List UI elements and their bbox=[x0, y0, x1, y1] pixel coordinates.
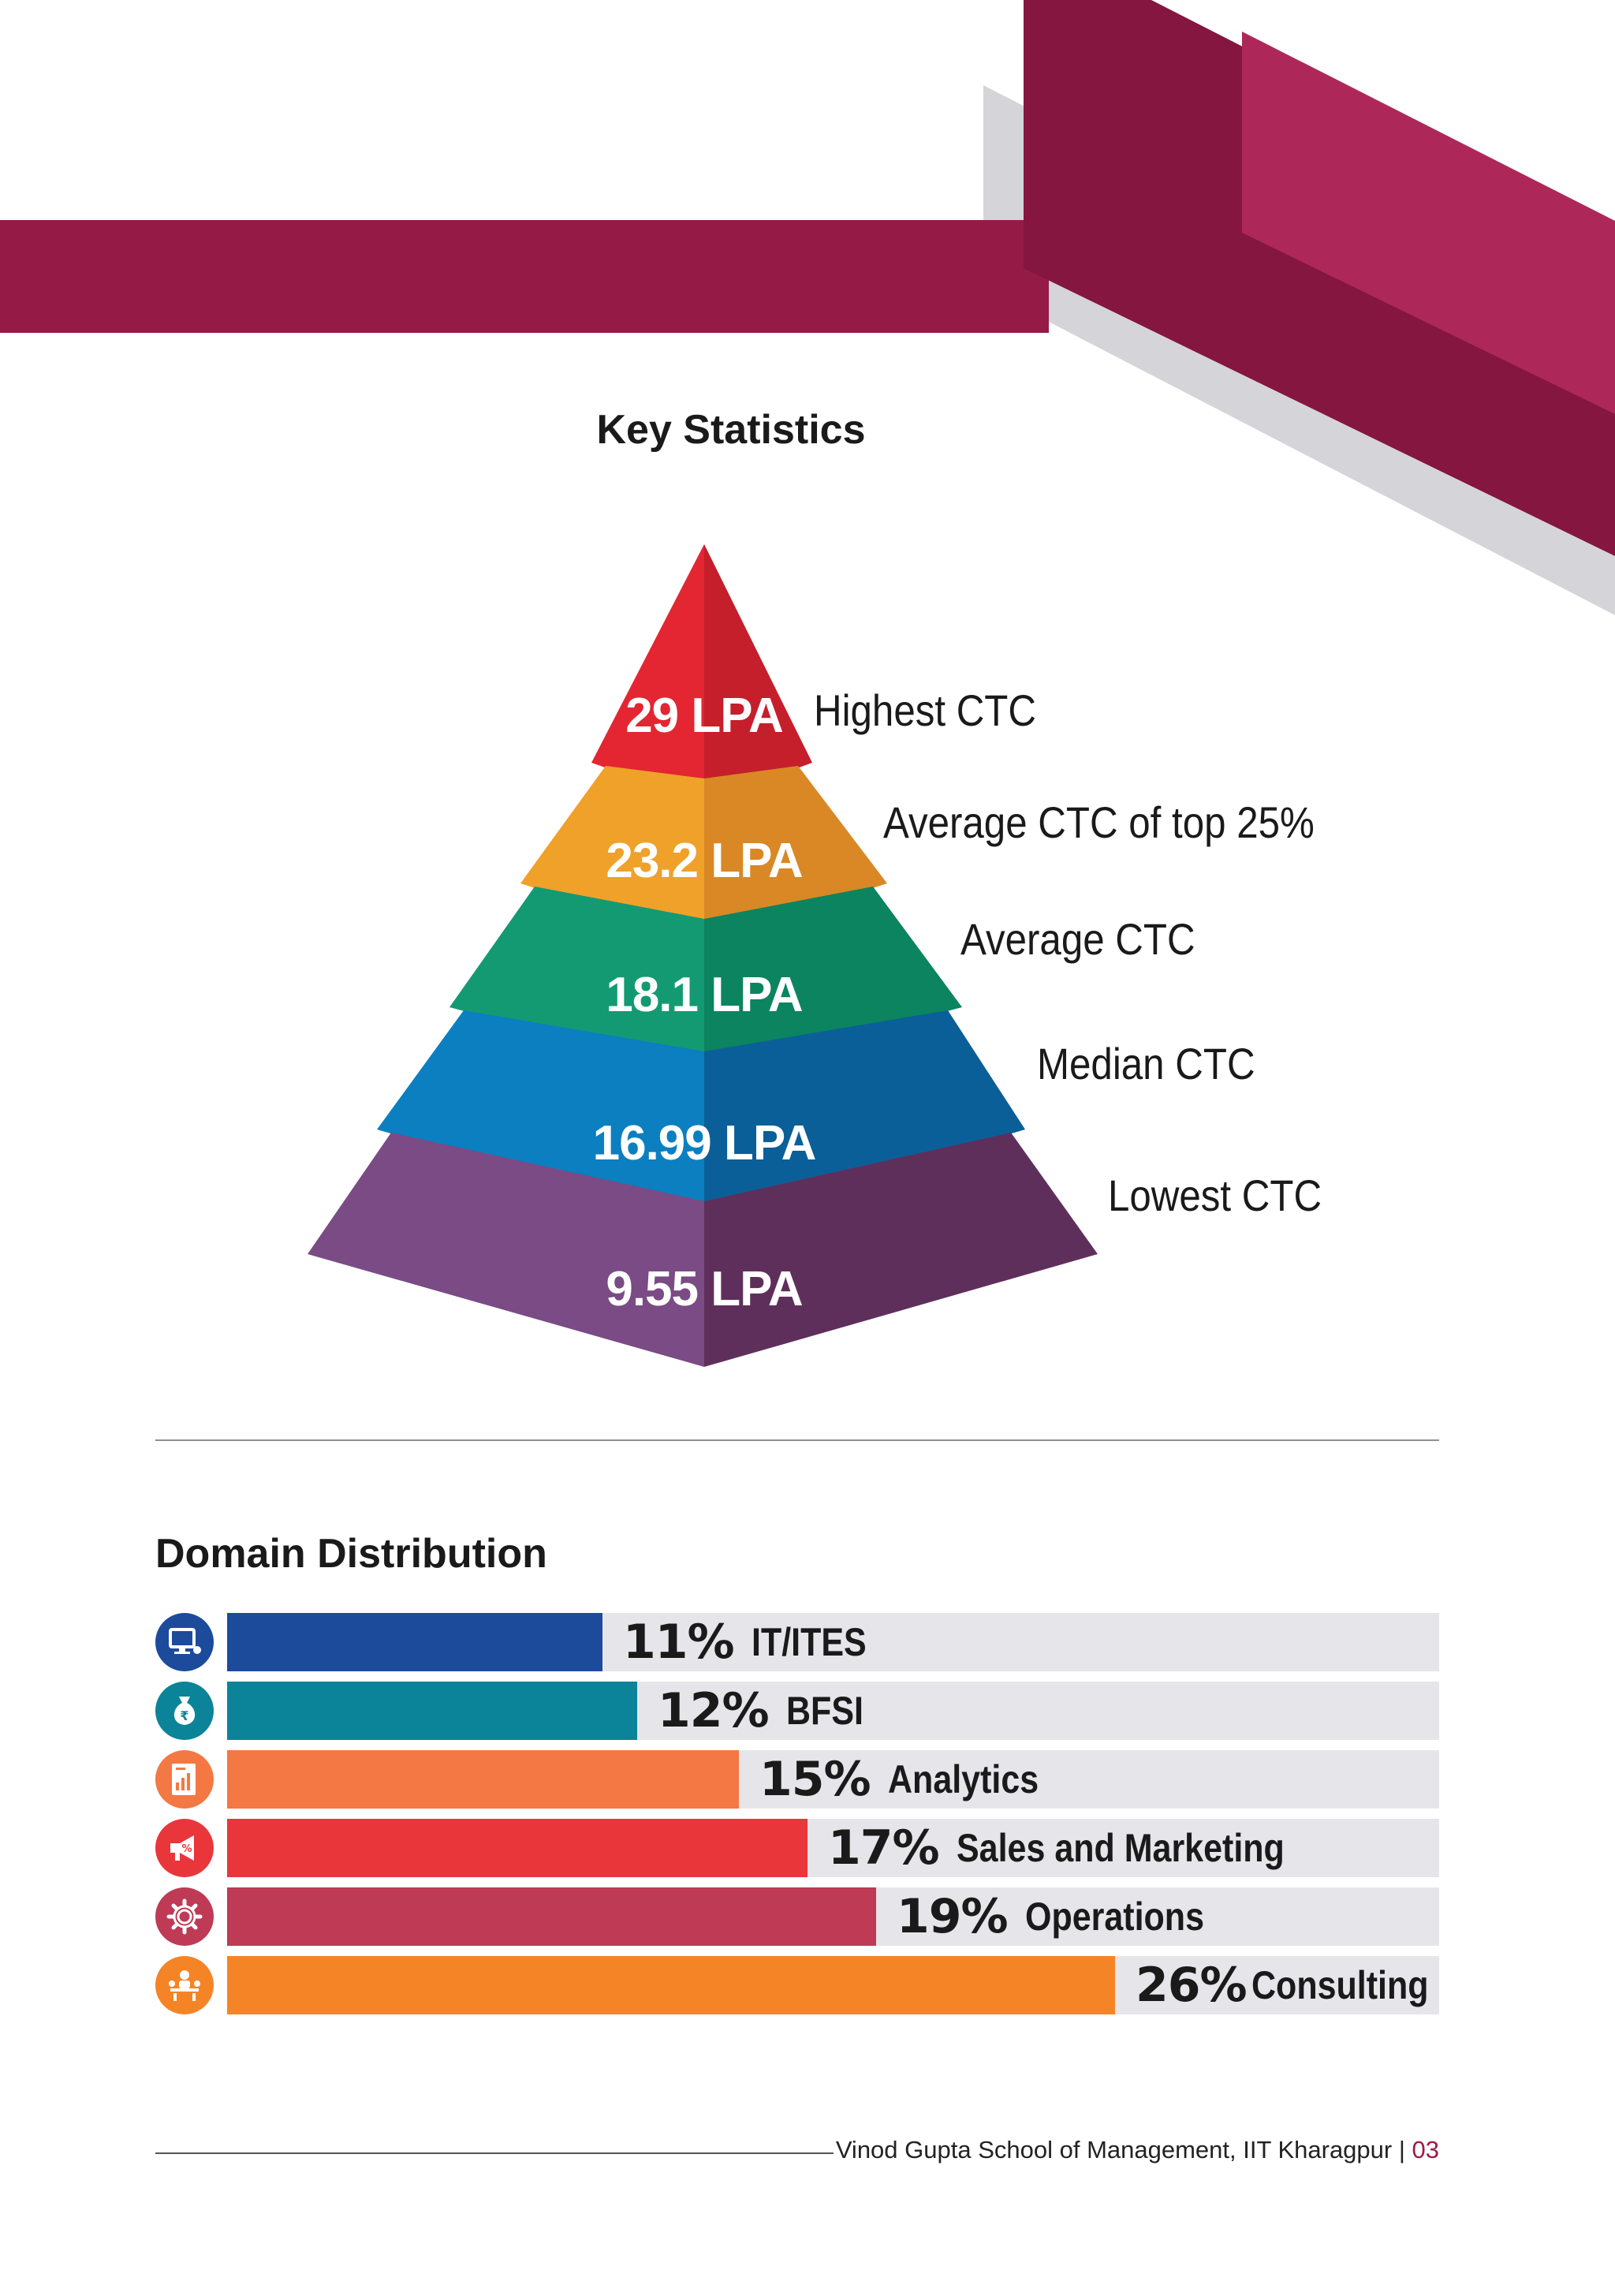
analytics-report-icon bbox=[155, 1750, 214, 1809]
domain-row: 11% IT/ITES bbox=[155, 1613, 1439, 1671]
section-divider bbox=[155, 1439, 1439, 1441]
domain-bar bbox=[227, 1819, 808, 1877]
gear-icon bbox=[155, 1887, 214, 1946]
domain-percent: 12% bbox=[658, 1683, 770, 1738]
domain-percent: 26% bbox=[1136, 1958, 1248, 2013]
ribbon-light-block bbox=[1242, 32, 1615, 414]
domain-bar bbox=[227, 1613, 602, 1671]
pyramid-tier-highest-right-face bbox=[704, 544, 812, 802]
pyramid-tier-median-right-face bbox=[704, 1010, 1025, 1225]
domain-bar bbox=[227, 1887, 876, 1946]
ctc-pyramid: 29 LPA Highest CTC 23.2 LPA Average CTC of … bbox=[308, 544, 1322, 1367]
domain-name: Consulting bbox=[1251, 1963, 1429, 2007]
tier-value-highest: 29 LPA bbox=[625, 689, 783, 743]
header-ribbon-decoration bbox=[0, 0, 1615, 615]
domain-distribution-chart: 11% IT/ITES ₹12% BFSI 15% Analytics% 17% Sales … bbox=[155, 1613, 1439, 2025]
tier-value-median: 16.99 LPA bbox=[593, 1116, 816, 1170]
pyramid-tier-median-left-face bbox=[377, 1010, 704, 1225]
domain-bar-label: 12% BFSI bbox=[658, 1682, 876, 1740]
domain-row: 19% Operations bbox=[155, 1887, 1439, 1946]
pyramid-tier-top25-left-face bbox=[520, 766, 704, 943]
domain-name: Analytics bbox=[887, 1757, 1039, 1801]
domain-row: % 17% Sales and Marketing bbox=[155, 1819, 1439, 1877]
computer-icon bbox=[155, 1613, 214, 1671]
domain-bar-label: 15% Analytics bbox=[759, 1750, 1063, 1809]
domain-row: 26% Consulting bbox=[155, 1956, 1439, 2014]
pyramid-tier-highest-left-face bbox=[591, 544, 704, 802]
money-bag-icon: ₹ bbox=[155, 1682, 214, 1740]
domain-distribution-title: Domain Distribution bbox=[155, 1531, 547, 1577]
domain-bar-track: 15% Analytics bbox=[227, 1750, 1439, 1809]
domain-bar bbox=[227, 1956, 1115, 2014]
tier-value-average: 18.1 LPA bbox=[606, 968, 803, 1022]
tier-label-lowest: Lowest CTC bbox=[1108, 1171, 1322, 1221]
consulting-meeting-icon bbox=[155, 1956, 214, 2014]
pyramid-tier-lowest-left-face bbox=[308, 1133, 704, 1367]
domain-bar-track: 17% Sales and Marketing bbox=[227, 1819, 1439, 1877]
footer-institution: Vinod Gupta School of Management, IIT Kh… bbox=[835, 2136, 1412, 2163]
domain-percent: 17% bbox=[828, 1820, 940, 1876]
svg-text:%: % bbox=[181, 1843, 192, 1855]
footer: Vinod Gupta School of Management, IIT Kh… bbox=[836, 2136, 1439, 2164]
pyramid-tier-lowest-right-face bbox=[704, 1133, 1098, 1367]
domain-bar-label: 26% Consulting bbox=[1136, 1956, 1457, 2014]
key-statistics-title: Key Statistics bbox=[596, 407, 866, 453]
footer-divider bbox=[155, 2152, 834, 2154]
tier-label-top25: Average CTC of top 25% bbox=[883, 798, 1315, 848]
domain-percent: 19% bbox=[897, 1889, 1009, 1944]
domain-bar-label: 19% Operations bbox=[897, 1887, 1233, 1946]
tier-label-average: Average CTC bbox=[960, 915, 1195, 965]
domain-bar bbox=[227, 1682, 637, 1740]
domain-bar-track: 19% Operations bbox=[227, 1887, 1439, 1946]
megaphone-icon: % bbox=[155, 1819, 214, 1877]
domain-bar-track: 12% BFSI bbox=[227, 1682, 1439, 1740]
ribbon-left-band bbox=[0, 220, 1049, 333]
domain-bar bbox=[227, 1750, 739, 1809]
domain-name: Operations bbox=[1024, 1895, 1204, 1939]
domain-bar-label: 17% Sales and Marketing bbox=[828, 1819, 1337, 1877]
ribbon-dark-block bbox=[1024, 0, 1615, 556]
tier-value-lowest: 9.55 LPA bbox=[606, 1262, 803, 1316]
domain-percent: 15% bbox=[759, 1752, 871, 1807]
domain-bar-track: 11% IT/ITES bbox=[227, 1613, 1439, 1671]
pyramid-tier-average-right-face bbox=[704, 887, 962, 1075]
domain-name: IT/ITES bbox=[751, 1620, 867, 1664]
tier-label-median: Median CTC bbox=[1037, 1040, 1255, 1089]
domain-name: BFSI bbox=[785, 1689, 863, 1733]
domain-bar-track: 26% Consulting bbox=[227, 1956, 1439, 2014]
tier-label-highest: Highest CTC bbox=[814, 686, 1036, 736]
page-number: 03 bbox=[1412, 2136, 1439, 2163]
domain-row: 15% Analytics bbox=[155, 1750, 1439, 1809]
svg-text:₹: ₹ bbox=[180, 1708, 188, 1723]
domain-bar-label: 11% IT/ITES bbox=[623, 1613, 885, 1671]
domain-percent: 11% bbox=[623, 1615, 735, 1670]
domain-row: ₹12% BFSI bbox=[155, 1682, 1439, 1740]
pyramid-tier-average-left-face bbox=[449, 887, 704, 1075]
tier-value-top25: 23.2 LPA bbox=[606, 834, 803, 888]
domain-name: Sales and Marketing bbox=[956, 1826, 1285, 1870]
pyramid-tier-top25-right-face bbox=[704, 766, 887, 943]
